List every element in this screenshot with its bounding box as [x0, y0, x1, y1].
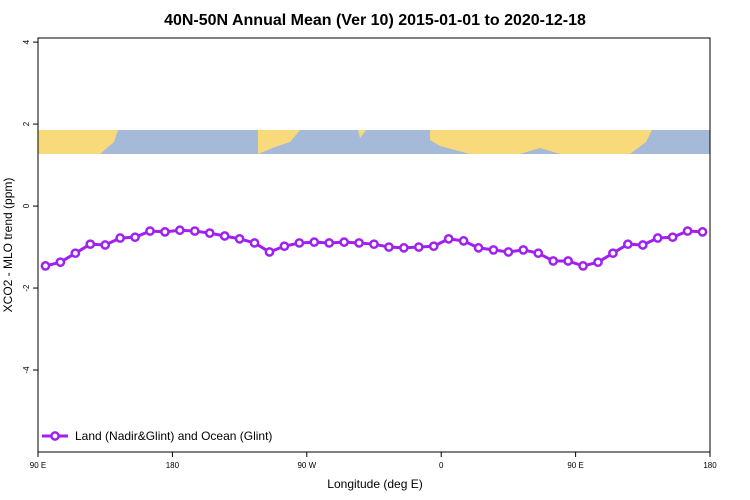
map-strip: [38, 130, 710, 154]
data-point: [204, 228, 215, 238]
x-tick-label: 0: [439, 461, 444, 470]
data-point: [623, 239, 633, 250]
data-point: [563, 256, 573, 266]
data-point: [518, 245, 529, 255]
data-point: [443, 234, 454, 244]
data-point: [354, 238, 364, 248]
data-point: [130, 232, 140, 243]
data-point: [189, 226, 200, 236]
x-tick-label: 90 E: [30, 461, 46, 470]
data-point: [339, 237, 349, 247]
y-tick-label: 2: [22, 121, 31, 126]
data-point: [100, 240, 111, 250]
data-point: [608, 248, 618, 259]
data-point: [593, 257, 603, 268]
y-tick-label: 0: [22, 203, 31, 208]
data-point: [309, 237, 320, 247]
x-tick-label: 180: [166, 461, 180, 470]
data-point: [70, 248, 81, 259]
data-point: [488, 245, 499, 255]
data-point: [458, 236, 469, 246]
data-point: [249, 238, 260, 248]
y-axis-label: XCO2 - MLO trend (ppm): [1, 178, 15, 313]
data-point: [145, 226, 155, 236]
data-point: [578, 261, 588, 271]
data-point: [369, 239, 379, 250]
data-point: [413, 242, 424, 252]
data-point: [533, 248, 544, 259]
x-tick-label: 180: [703, 461, 717, 470]
data-point: [682, 226, 693, 236]
data-point: [294, 238, 305, 248]
data-point: [652, 233, 663, 243]
data-point: [428, 241, 439, 252]
y-tick-label: -4: [22, 366, 31, 374]
data-point: [40, 261, 51, 271]
data-point: [219, 231, 230, 241]
data-point: [160, 227, 170, 237]
x-axis-label: Longitude (deg E): [327, 477, 422, 491]
data-point: [473, 243, 484, 253]
legend-marker: [50, 431, 60, 441]
data-point: [264, 247, 275, 257]
data-point: [85, 239, 96, 250]
y-tick-label: 4: [22, 39, 31, 44]
data-point: [384, 242, 394, 252]
data-point: [503, 247, 514, 257]
legend-label: Land (Nadir&Glint) and Ocean (Glint): [75, 429, 272, 443]
data-point: [399, 243, 409, 253]
data-point: [697, 227, 708, 237]
x-tick-label: 90 E: [567, 461, 583, 470]
data-point: [279, 241, 290, 252]
data-point: [324, 238, 335, 248]
chart-title: 40N-50N Annual Mean (Ver 10) 2015-01-01 …: [164, 12, 586, 29]
data-point: [115, 233, 125, 243]
data-point: [175, 225, 185, 236]
y-tick-label: -2: [22, 284, 31, 292]
data-point: [55, 257, 66, 268]
data-point: [667, 232, 678, 243]
plot-frame: [37, 37, 711, 453]
data-point: [548, 256, 559, 266]
data-point: [234, 234, 245, 244]
data-point: [637, 240, 648, 250]
x-tick-label: 90 W: [297, 461, 316, 470]
